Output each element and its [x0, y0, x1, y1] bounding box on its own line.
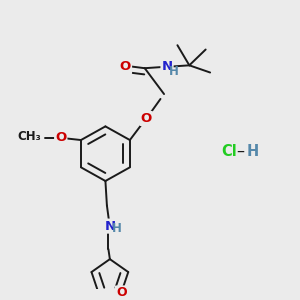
Text: N: N: [161, 60, 172, 73]
Text: H: H: [246, 144, 259, 159]
Text: O: O: [55, 131, 66, 144]
Text: H: H: [112, 222, 122, 235]
Text: N: N: [104, 220, 116, 232]
Text: O: O: [120, 60, 131, 73]
Text: H: H: [169, 65, 178, 78]
Text: Cl: Cl: [221, 144, 237, 159]
Text: O: O: [141, 112, 152, 125]
Text: –: –: [237, 144, 245, 159]
Text: CH₃: CH₃: [17, 130, 41, 143]
Text: O: O: [116, 286, 127, 299]
